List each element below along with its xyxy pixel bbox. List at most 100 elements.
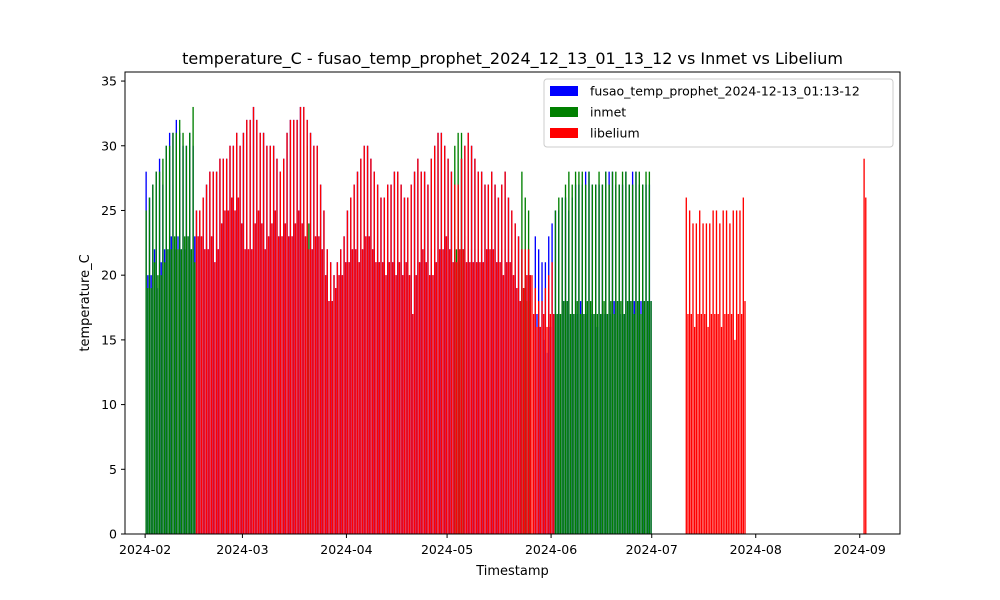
bar-libelium <box>261 223 263 535</box>
bar-libelium <box>529 275 531 534</box>
bar-libelium <box>264 249 266 534</box>
bar-libelium <box>506 262 508 534</box>
bar-libelium <box>732 210 734 534</box>
bar-libelium <box>715 210 718 534</box>
bar-libelium <box>239 145 241 534</box>
bar-libelium <box>336 262 339 534</box>
bar-libelium <box>725 210 728 534</box>
bar-libelium <box>729 223 731 535</box>
x-tick-label: 2024-03 <box>216 542 268 557</box>
bar-libelium <box>440 132 443 534</box>
bar-inmet <box>628 184 630 534</box>
bar-libelium <box>536 326 538 534</box>
bar-libelium <box>393 171 396 534</box>
bar-libelium <box>316 145 318 534</box>
bar-libelium <box>489 249 491 534</box>
bar-libelium <box>734 339 736 534</box>
bar-libelium <box>543 314 545 534</box>
legend-swatch <box>550 107 578 117</box>
y-tick-label: 35 <box>101 74 117 89</box>
bar-inmet <box>571 184 573 534</box>
bar-libelium <box>272 145 275 534</box>
bar-libelium <box>392 262 394 534</box>
bar-libelium <box>294 223 297 535</box>
bar-libelium <box>457 184 459 534</box>
bar-libelium <box>376 184 379 534</box>
bar-libelium <box>241 223 243 535</box>
bar-inmet <box>554 210 557 534</box>
bar-libelium <box>512 275 515 534</box>
bar-libelium <box>445 236 448 534</box>
bar-libelium <box>459 249 461 534</box>
bar-libelium <box>517 236 520 534</box>
bar-libelium <box>267 236 270 534</box>
bar-libelium <box>298 210 300 534</box>
bar-libelium <box>366 145 369 534</box>
bar-libelium <box>286 132 288 534</box>
bar-libelium <box>323 210 325 534</box>
bar-inmet <box>645 171 647 534</box>
bar-libelium <box>739 210 741 534</box>
bar-inmet <box>600 314 602 534</box>
bar-libelium <box>531 275 533 534</box>
chart-title: temperature_C - fusao_temp_prophet_2024_… <box>182 49 843 69</box>
bar-libelium <box>373 171 375 534</box>
bar-libelium <box>717 314 719 534</box>
bar-inmet <box>581 171 583 534</box>
bar-libelium <box>544 288 547 534</box>
bar-inmet <box>158 171 161 534</box>
bar-inmet <box>147 288 149 534</box>
bar-libelium <box>296 119 298 534</box>
bar-inmet <box>638 171 640 534</box>
bar-inmet <box>172 132 174 534</box>
bar-inmet <box>590 301 592 534</box>
bar-inmet <box>601 184 604 534</box>
bar-libelium <box>522 288 525 534</box>
bar-libelium <box>710 314 713 534</box>
bar-inmet <box>648 171 651 534</box>
bar-libelium <box>551 262 553 534</box>
bar-inmet <box>586 301 588 534</box>
bar-inmet <box>168 145 171 534</box>
bar-libelium <box>719 223 721 535</box>
bar-libelium <box>534 288 536 534</box>
bar-libelium <box>274 210 276 534</box>
bar-inmet <box>593 314 595 534</box>
bar-libelium <box>257 210 260 534</box>
x-tick-label: 2024-09 <box>834 542 886 557</box>
bar-libelium <box>422 249 424 534</box>
bar-libelium <box>537 301 540 534</box>
bar-libelium <box>291 236 293 534</box>
bar-libelium <box>548 275 550 534</box>
y-tick-label: 5 <box>109 462 117 477</box>
y-tick-label: 20 <box>101 268 117 283</box>
bar-inmet <box>162 158 164 535</box>
bar-libelium <box>423 171 426 534</box>
bar-libelium <box>204 249 206 534</box>
bar-libelium <box>469 262 471 534</box>
bar-libelium <box>266 145 268 534</box>
bar-inmet <box>189 132 191 534</box>
bar-libelium <box>465 262 468 534</box>
bar-libelium <box>516 288 518 534</box>
bar-libelium <box>200 236 203 534</box>
bar-libelium <box>707 326 709 534</box>
bar-inmet <box>635 171 637 534</box>
bar-libelium <box>526 275 528 534</box>
bar-libelium <box>271 223 273 535</box>
bar-inmet <box>558 197 560 534</box>
bar-libelium <box>418 262 421 534</box>
bar-inmet <box>564 184 567 534</box>
bar-inmet <box>642 184 644 534</box>
bar-libelium <box>727 314 729 534</box>
bar-libelium <box>236 132 238 534</box>
bar-libelium <box>358 262 360 534</box>
bar-inmet <box>591 184 594 534</box>
bar-libelium <box>237 197 240 534</box>
bar-libelium <box>455 262 458 534</box>
bar-libelium <box>546 326 548 534</box>
bar-libelium <box>252 106 255 535</box>
bar-libelium <box>688 210 691 534</box>
bar-libelium <box>207 249 209 534</box>
plot-frame <box>124 71 901 535</box>
